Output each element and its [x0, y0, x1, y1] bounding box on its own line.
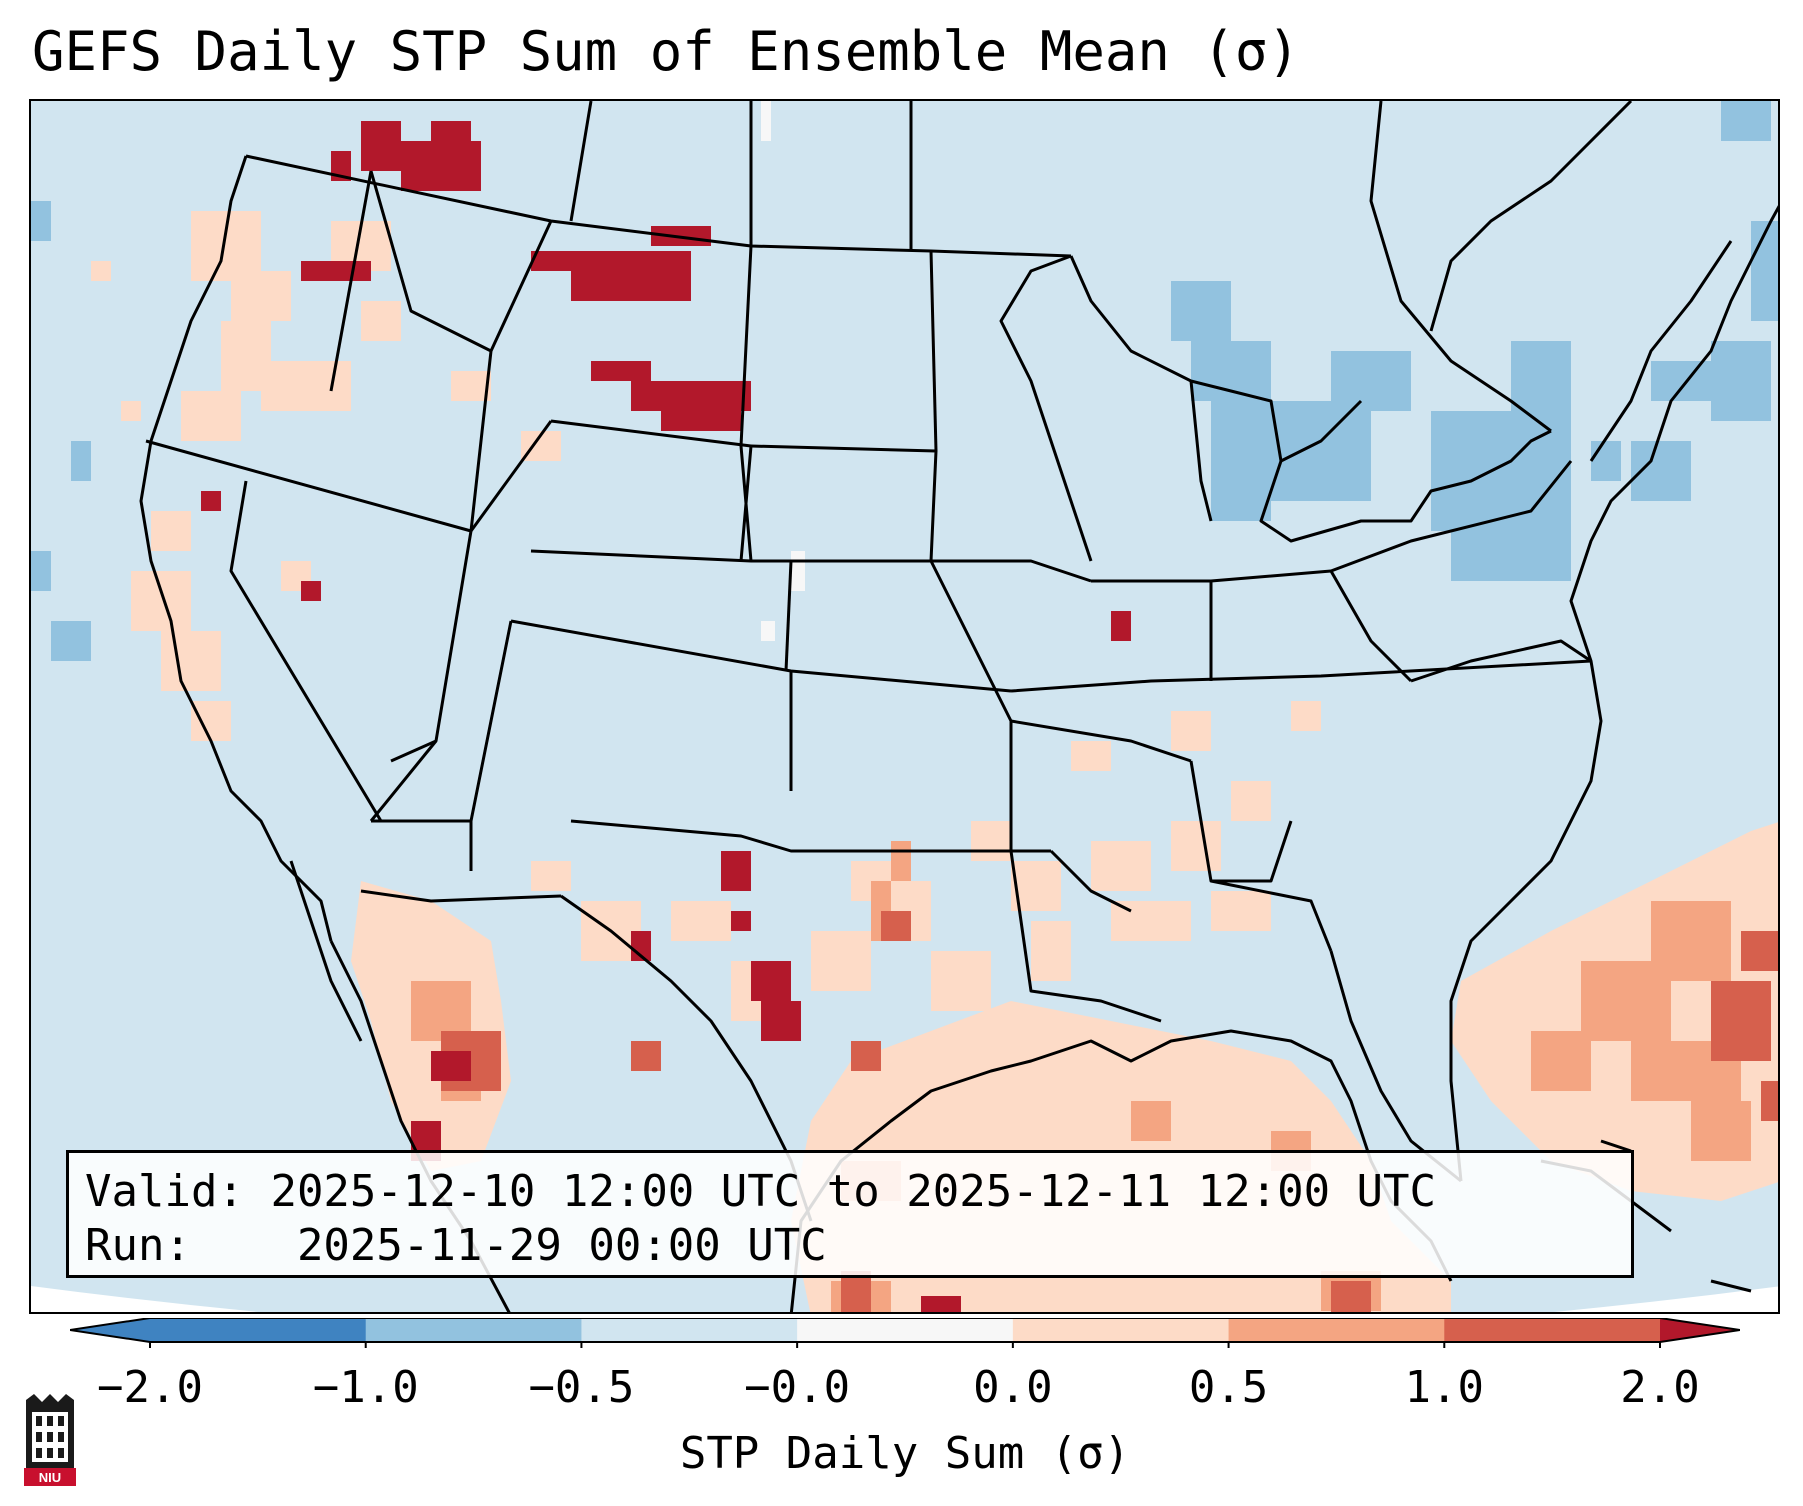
colorbar-tick-label: 0.0	[973, 1362, 1053, 1413]
colorbar-tick-label: −1.0	[312, 1362, 419, 1413]
colorbar-tick-label: −0.0	[744, 1362, 851, 1413]
map-panel[interactable]	[29, 99, 1780, 1314]
colorbar-tick-label: −2.0	[97, 1362, 203, 1413]
colorbar-tick-label: 0.5	[1188, 1362, 1269, 1413]
map-title: GEFS Daily STP Sum of Ensemble Mean (σ)	[32, 20, 1300, 83]
colorbar-segment	[1228, 1318, 1445, 1342]
colorbar-label: STP Daily Sum (σ)	[679, 1428, 1131, 1479]
anomaly-dark-red	[201, 121, 1131, 1312]
anomaly-light-south	[531, 701, 1321, 1021]
colorbar-tick-label: −0.5	[528, 1362, 635, 1413]
colorbar-segment	[365, 1318, 582, 1342]
colorbar-extend-high	[1660, 1318, 1740, 1342]
valid-label: Valid:	[85, 1166, 244, 1217]
logo-text: NIU	[39, 1470, 61, 1485]
colorbar-segment	[581, 1318, 798, 1342]
colorbar-tick-label: 2.0	[1620, 1362, 1700, 1413]
valid-run-info-box: Valid: 2025-12-10 12:00 UTC to 2025-12-1…	[66, 1150, 1634, 1278]
colorbar-segment	[150, 1318, 367, 1342]
colorbar-segments	[149, 1318, 1661, 1348]
colorbar-tick-label: 1.0	[1404, 1362, 1485, 1413]
colorbar-extend-low	[70, 1318, 150, 1342]
valid-time: 2025-12-10 12:00 UTC to 2025-12-11 12:00…	[270, 1166, 1437, 1217]
pacific-coastline	[139, 155, 333, 942]
run-label: Run:	[85, 1220, 191, 1271]
atlantic-coastline	[1449, 205, 1778, 1182]
colorbar-segment	[797, 1318, 1014, 1342]
colorbar	[70, 1318, 1740, 1348]
anomaly-red	[441, 911, 1778, 1312]
baja-coastline	[289, 860, 363, 1042]
run-time: 2025-11-29 00:00 UTC	[296, 1220, 827, 1271]
colorbar-segment	[1444, 1318, 1661, 1342]
map-canvas	[31, 101, 1778, 1312]
university-logo-icon: NIU	[24, 1394, 76, 1486]
great-lakes-outline	[1069, 255, 1552, 543]
colorbar-segment	[1012, 1318, 1230, 1342]
